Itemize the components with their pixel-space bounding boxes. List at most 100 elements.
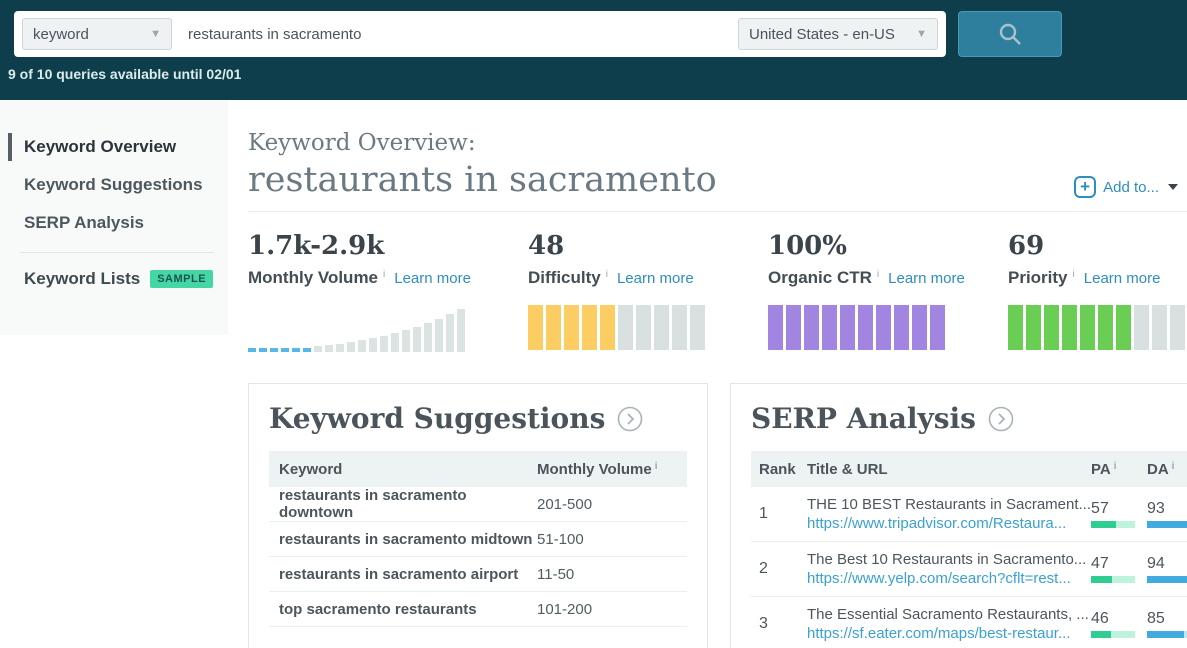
info-icon[interactable]: i bbox=[876, 269, 880, 280]
priority-label: Priority bbox=[1008, 268, 1068, 287]
difficulty-value: 48 bbox=[528, 231, 565, 261]
suggestion-keyword-link[interactable]: restaurants in sacramento airport bbox=[279, 565, 519, 583]
suggestion-keyword-link[interactable]: restaurants in sacramento midtown bbox=[279, 530, 533, 548]
serp-result-title[interactable]: The Best 10 Restaurants in Sacramento... bbox=[807, 551, 1087, 568]
pa-bar bbox=[1091, 521, 1135, 528]
chevron-down-icon bbox=[1168, 184, 1178, 190]
metric-organic-ctr: 100% Organic CTR i Learn more bbox=[768, 230, 965, 350]
volume-history-bar bbox=[413, 327, 421, 352]
circle-arrow-icon[interactable] bbox=[988, 406, 1014, 432]
suggestion-keyword-link[interactable]: restaurants in sacramento downtown bbox=[279, 487, 467, 521]
volume-history-bar bbox=[336, 344, 344, 352]
serp-result-row: 2 The Best 10 Restaurants in Sacramento..… bbox=[751, 542, 1187, 597]
organic-ctr-segment bbox=[876, 305, 891, 350]
sidebar: Keyword Overview Keyword Suggestions SER… bbox=[0, 100, 228, 335]
volume-history-bar bbox=[424, 323, 432, 352]
sidebar-divider bbox=[20, 252, 214, 253]
info-icon[interactable]: i bbox=[605, 269, 608, 280]
search-input[interactable] bbox=[172, 25, 738, 43]
organic-ctr-segment bbox=[912, 305, 927, 350]
circle-arrow-icon[interactable] bbox=[617, 406, 643, 432]
da-bar bbox=[1147, 521, 1187, 528]
volume-history-bar bbox=[457, 309, 465, 352]
priority-segment bbox=[1116, 305, 1131, 350]
info-icon[interactable]: i bbox=[1113, 460, 1117, 472]
da-bar bbox=[1147, 631, 1187, 638]
organic-ctr-segment bbox=[858, 305, 873, 350]
serp-result-url-link[interactable]: https://www.yelp.com/search?cflt=rest... bbox=[807, 570, 1071, 587]
pa-bar-fill bbox=[1091, 521, 1117, 528]
title-divider bbox=[248, 211, 1187, 212]
volume-history-bar bbox=[391, 333, 399, 352]
column-da: DA i bbox=[1147, 460, 1175, 478]
magnifier-icon bbox=[999, 23, 1021, 45]
learn-more-link[interactable]: Learn more bbox=[616, 270, 694, 287]
sidebar-item-serp-analysis[interactable]: SERP Analysis bbox=[24, 213, 145, 232]
keyword-type-select[interactable]: keyword ▼ bbox=[22, 18, 172, 50]
serp-title-url: THE 10 BEST Restaurants in Sacrament... h… bbox=[807, 496, 1091, 532]
learn-more-link[interactable]: Learn more bbox=[1083, 270, 1161, 287]
suggestion-row: restaurants in sacramento downtown 201-50… bbox=[269, 487, 687, 522]
volume-history-bar bbox=[303, 348, 311, 352]
suggestions-table-body: restaurants in sacramento downtown 201-50… bbox=[269, 487, 687, 627]
serp-result-title[interactable]: The Essential Sacramento Restaurants, ..… bbox=[807, 606, 1089, 623]
locale-select[interactable]: United States - en-US ▼ bbox=[738, 18, 938, 50]
volume-history-bar bbox=[248, 348, 256, 352]
info-icon[interactable]: i bbox=[1072, 269, 1075, 280]
serp-result-title[interactable]: THE 10 BEST Restaurants in Sacrament... bbox=[807, 496, 1092, 513]
difficulty-segment bbox=[654, 305, 669, 350]
priority-segment bbox=[1152, 305, 1167, 350]
serp-rank: 3 bbox=[759, 615, 768, 632]
da-bar-fill bbox=[1147, 521, 1187, 528]
info-icon[interactable]: i bbox=[654, 460, 658, 472]
volume-history-bar bbox=[259, 348, 267, 352]
da-cell: 93 bbox=[1147, 500, 1187, 528]
organic-ctr-segment bbox=[930, 305, 945, 350]
sidebar-item-keyword-lists[interactable]: Keyword Lists bbox=[24, 269, 141, 288]
priority-segment bbox=[1026, 305, 1041, 350]
serp-result-row: 3 The Essential Sacramento Restaurants, .… bbox=[751, 597, 1187, 648]
pa-value: 47 bbox=[1091, 555, 1109, 572]
volume-history-bar bbox=[281, 348, 289, 352]
serp-result-url-link[interactable]: https://www.tripadvisor.com/Restaura... bbox=[807, 515, 1067, 532]
suggestion-row: restaurants in sacramento midtown 51-100 bbox=[269, 522, 687, 557]
pa-bar-fill bbox=[1091, 631, 1112, 638]
sidebar-item-keyword-overview[interactable]: Keyword Overview bbox=[0, 128, 228, 166]
serp-card-title: SERP Analysis bbox=[751, 402, 976, 435]
priority-segment bbox=[1062, 305, 1077, 350]
pa-cell: 47 bbox=[1091, 555, 1147, 583]
info-icon[interactable]: i bbox=[1171, 460, 1175, 472]
suggestion-row: top sacramento restaurants 101-200 bbox=[269, 592, 687, 627]
top-search-bar: keyword ▼ United States - en-US ▼ 9 of 1… bbox=[0, 0, 1187, 100]
metric-monthly-volume: 1.7k-2.9k Monthly Volume i Learn more bbox=[248, 230, 471, 352]
suggestion-keyword-link[interactable]: top sacramento restaurants bbox=[279, 600, 477, 618]
learn-more-link[interactable]: Learn more bbox=[394, 270, 471, 287]
search-container: keyword ▼ United States - en-US ▼ bbox=[14, 11, 946, 57]
sample-badge: SAMPLE bbox=[150, 270, 214, 288]
metric-priority: 69 Priority i Learn more bbox=[1008, 230, 1185, 350]
organic-ctr-gauge bbox=[768, 305, 945, 350]
info-icon[interactable]: i bbox=[383, 269, 386, 280]
monthly-volume-label: Monthly Volume bbox=[248, 268, 379, 287]
organic-ctr-segment bbox=[894, 305, 909, 350]
add-to-button[interactable]: + Add to... bbox=[1074, 176, 1178, 198]
organic-ctr-segment bbox=[804, 305, 819, 350]
search-button[interactable] bbox=[958, 11, 1062, 57]
difficulty-segment bbox=[600, 305, 615, 350]
serp-result-url-link[interactable]: https://sf.eater.com/maps/best-restaur..… bbox=[807, 625, 1071, 642]
difficulty-segment bbox=[672, 305, 687, 350]
plus-icon: + bbox=[1074, 176, 1097, 198]
difficulty-segment bbox=[636, 305, 651, 350]
priority-segment bbox=[1008, 305, 1023, 350]
suggestion-volume: 101-200 bbox=[537, 600, 593, 618]
suggestion-volume: 51-100 bbox=[537, 530, 584, 548]
suggestion-volume: 11-50 bbox=[537, 565, 575, 583]
volume-history-bar bbox=[270, 348, 278, 352]
metric-difficulty: 48 Difficulty i Learn more bbox=[528, 230, 705, 350]
sidebar-item-keyword-suggestions[interactable]: Keyword Suggestions bbox=[24, 175, 203, 194]
pa-bar-fill bbox=[1091, 576, 1112, 583]
serp-title-url: The Best 10 Restaurants in Sacramento...… bbox=[807, 551, 1091, 587]
chevron-down-icon: ▼ bbox=[150, 28, 161, 40]
serp-title-url: The Essential Sacramento Restaurants, ..… bbox=[807, 606, 1091, 642]
learn-more-link[interactable]: Learn more bbox=[888, 270, 965, 287]
